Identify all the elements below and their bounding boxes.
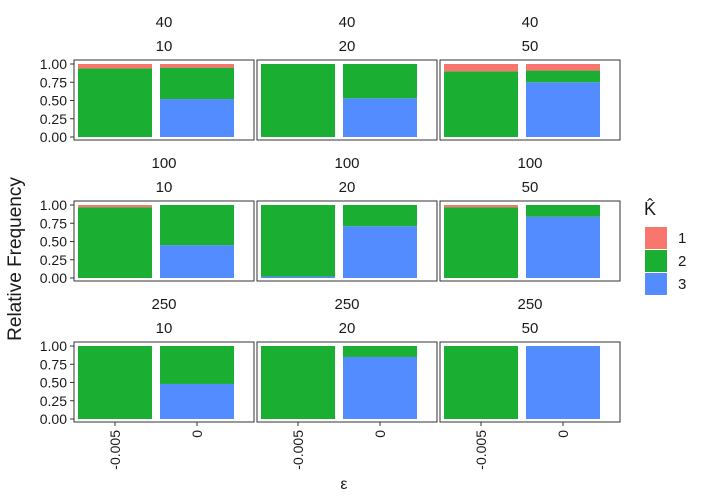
- legend: K̂ 1 2 3: [644, 198, 686, 295]
- bar-segment-k3: [343, 98, 417, 137]
- bar-segment-k2: [78, 68, 152, 137]
- y-tick-label: 0.50: [40, 93, 67, 109]
- y-tick-label: 1.00: [40, 197, 67, 213]
- x-tick-label: -0.005: [290, 430, 306, 470]
- bar-segment-k3: [526, 346, 600, 419]
- y-tick-label: 1.00: [40, 56, 67, 72]
- legend-key-swatch: [645, 273, 667, 295]
- legend-key-label: 1: [678, 230, 686, 247]
- facet-panel: 250 10 0.00 0.25 0.50 0.75 1.00 -0.005 0: [40, 296, 255, 470]
- legend-key-label: 3: [678, 276, 686, 293]
- y-tick-label: 0.25: [40, 111, 67, 127]
- y-tick-label: 0.50: [40, 234, 67, 250]
- bar-segment-k1: [78, 205, 152, 208]
- facet-strip-label-n: 250: [517, 296, 542, 313]
- x-tick-label: -0.005: [473, 430, 489, 470]
- bar-segment-k3: [160, 383, 234, 419]
- facet-panel: 250 20 -0.005 0: [256, 296, 438, 470]
- legend-key-swatch: [645, 250, 667, 272]
- bar-segment-k2: [261, 205, 335, 277]
- bar-segment-k2: [160, 67, 234, 100]
- y-tick-label: 0.75: [40, 215, 67, 231]
- bar-segment-k3: [261, 276, 335, 278]
- bar-segment-k2: [526, 70, 600, 83]
- y-axis-title: Relative Frequency: [5, 177, 26, 341]
- facet-strip-label-g: 20: [339, 179, 356, 196]
- bar-segment-k2: [160, 205, 234, 246]
- facet-strip-label-n: 100: [334, 155, 359, 172]
- bar-segment-k1: [78, 64, 152, 69]
- bar-segment-k3: [343, 356, 417, 419]
- x-tick-label: -0.005: [107, 430, 123, 470]
- bar-segment-k1: [160, 64, 234, 68]
- x-tick-label: 0: [555, 430, 571, 438]
- y-tick-label: 0.00: [40, 270, 67, 286]
- facet-strip-label-g: 10: [156, 320, 173, 337]
- bar-segment-k3: [160, 245, 234, 278]
- y-tick-label: 0.25: [40, 252, 67, 268]
- bar-segment-k2: [444, 346, 518, 419]
- bar-segment-k1: [444, 205, 518, 208]
- x-tick-label: 0: [189, 430, 205, 438]
- bar-segment-k2: [261, 346, 335, 419]
- facet-strip-label-g: 20: [339, 38, 356, 55]
- facet-strip-label-g: 50: [522, 38, 539, 55]
- x-tick-label: 0: [372, 430, 388, 438]
- facet-strip-label-g: 20: [339, 320, 356, 337]
- bar-segment-k2: [343, 346, 417, 357]
- bar-segment-k1: [526, 64, 600, 71]
- bar-segment-k2: [78, 207, 152, 278]
- bar-segment-k1: [444, 64, 518, 72]
- facet-strip-label-n: 250: [334, 296, 359, 313]
- bar-segment-k2: [343, 205, 417, 227]
- facet-panel: 100 10 0.00 0.25 0.50 0.75 1.00: [40, 155, 255, 286]
- facet-strip-label-g: 10: [156, 179, 173, 196]
- y-tick-label: 0.75: [40, 74, 67, 90]
- x-axis-title: ε: [340, 476, 347, 493]
- bar-segment-k2: [444, 71, 518, 137]
- facet-strip-label-g: 50: [522, 179, 539, 196]
- legend-keys: 1 2 3: [645, 227, 686, 295]
- facet-strip-label-n: 250: [151, 296, 176, 313]
- y-tick-label: 0.00: [40, 129, 67, 145]
- bar-segment-k2: [526, 205, 600, 217]
- y-tick-label: 0.50: [40, 375, 67, 391]
- bar-segment-k2: [261, 64, 335, 137]
- legend-title: K̂: [644, 198, 656, 219]
- bar-segment-k2: [78, 346, 152, 419]
- facet-strip-label-n: 40: [339, 14, 356, 31]
- bar-segment-k3: [526, 82, 600, 137]
- facet-panels: 40100.000.250.500.751.0040204050100100.0…: [40, 14, 621, 470]
- bar-segment-k3: [160, 99, 234, 137]
- facet-strip-label-n: 40: [156, 14, 173, 31]
- bar-segment-k2: [444, 207, 518, 278]
- facet-strip-label-n: 100: [151, 155, 176, 172]
- legend-key-label: 2: [678, 253, 686, 270]
- y-tick-label: 0.75: [40, 356, 67, 372]
- bar-segment-k3: [343, 226, 417, 278]
- y-tick-label: 0.00: [40, 411, 67, 427]
- bar-segment-k3: [526, 216, 600, 278]
- facet-strip-label-g: 50: [522, 320, 539, 337]
- bar-segment-k2: [343, 64, 417, 99]
- facet-panel: 250 50 -0.005 0: [439, 296, 621, 470]
- facet-strip-label-n: 40: [522, 14, 539, 31]
- y-tick-label: 1.00: [40, 338, 67, 354]
- legend-key-swatch: [645, 227, 667, 249]
- facet-strip-label-g: 10: [156, 38, 173, 55]
- facet-strip-label-n: 100: [517, 155, 542, 172]
- facet-panel: 40 10 0.00 0.25 0.50 0.75 1.00: [40, 14, 255, 145]
- y-tick-label: 0.25: [40, 393, 67, 409]
- bar-segment-k2: [160, 346, 234, 384]
